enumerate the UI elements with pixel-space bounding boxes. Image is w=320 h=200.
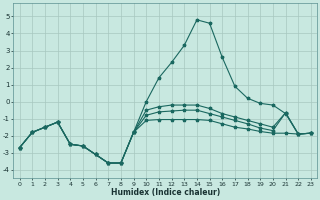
X-axis label: Humidex (Indice chaleur): Humidex (Indice chaleur) [111, 188, 220, 197]
